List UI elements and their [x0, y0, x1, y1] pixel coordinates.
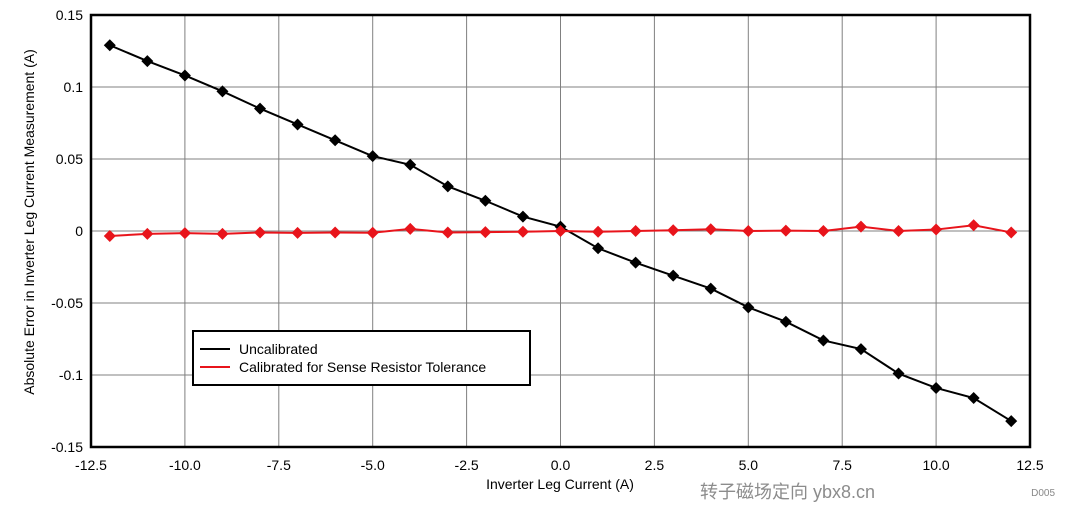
- x-tick-label: 7.5: [832, 457, 852, 473]
- legend-label-calibrated: Calibrated for Sense Resistor Tolerance: [239, 359, 486, 375]
- y-tick-label: 0: [75, 223, 83, 239]
- watermark: 转子磁场定向 ybx8.cn: [700, 482, 875, 502]
- data-point: [404, 222, 417, 235]
- x-tick-label: -7.5: [267, 457, 291, 473]
- legend-label-uncalibrated: Uncalibrated: [239, 341, 318, 357]
- x-tick-label: 12.5: [1016, 457, 1043, 473]
- data-point: [141, 227, 154, 240]
- x-tick-label: -2.5: [455, 457, 479, 473]
- y-tick-label: 0.05: [56, 151, 83, 167]
- x-tick-label: 0.0: [551, 457, 571, 473]
- data-point: [404, 158, 417, 171]
- data-point: [667, 224, 680, 237]
- data-point: [329, 226, 342, 239]
- data-point: [629, 256, 642, 269]
- data-point: [930, 381, 943, 394]
- data-point: [930, 223, 943, 236]
- data-point: [704, 223, 717, 236]
- data-point: [704, 282, 717, 295]
- data-point: [366, 226, 379, 239]
- data-point: [779, 315, 792, 328]
- data-point: [178, 227, 191, 240]
- data-point: [817, 334, 830, 347]
- series-calibrated: [103, 219, 1018, 243]
- data-point: [516, 225, 529, 238]
- data-point: [216, 85, 229, 98]
- data-point: [817, 225, 830, 237]
- x-tick-label: 2.5: [645, 457, 665, 473]
- data-point: [516, 210, 529, 223]
- x-tick-label: -12.5: [75, 457, 107, 473]
- data-point: [629, 225, 642, 237]
- data-point: [141, 55, 154, 68]
- data-point: [742, 225, 755, 237]
- data-point: [554, 225, 567, 237]
- y-axis-label: Absolute Error in Inverter Leg Current M…: [21, 49, 37, 394]
- x-tick-label: -10.0: [169, 457, 201, 473]
- data-point: [967, 392, 980, 405]
- data-point: [291, 118, 304, 131]
- data-point: [854, 343, 867, 356]
- legend: Uncalibrated Calibrated for Sense Resist…: [192, 330, 531, 386]
- series-uncalibrated: [103, 39, 1018, 428]
- y-tick-label: -0.15: [51, 439, 83, 455]
- data-point: [1005, 415, 1018, 428]
- data-point: [479, 226, 492, 239]
- data-point: [667, 269, 680, 282]
- data-point: [103, 230, 116, 243]
- y-tick-label: -0.1: [59, 367, 83, 383]
- data-point: [967, 219, 980, 232]
- x-tick-label: 10.0: [922, 457, 949, 473]
- legend-box: [192, 330, 531, 386]
- data-point: [441, 180, 454, 193]
- y-tick-labels: 0.15 0.1 0.05 0 -0.05 -0.1 -0.15: [51, 7, 83, 455]
- data-point: [291, 226, 304, 239]
- data-point: [366, 150, 379, 163]
- data-point: [216, 227, 229, 240]
- data-point: [254, 102, 267, 115]
- y-tick-label: 0.1: [64, 79, 84, 95]
- x-axis-label: Inverter Leg Current (A): [486, 476, 634, 492]
- y-tick-label: 0.15: [56, 7, 83, 23]
- data-point: [1005, 226, 1018, 239]
- data-point: [892, 225, 905, 237]
- data-point: [329, 134, 342, 147]
- data-point: [742, 301, 755, 314]
- y-tick-label: -0.05: [51, 295, 83, 311]
- x-tick-label: -5.0: [361, 457, 385, 473]
- figure-id: D005: [1031, 488, 1055, 499]
- data-point: [592, 225, 605, 238]
- data-point: [592, 242, 605, 255]
- data-point: [854, 220, 867, 233]
- data-point: [479, 194, 492, 207]
- plot-frame: [89, 13, 1032, 449]
- data-point: [103, 39, 116, 52]
- data-point: [441, 226, 454, 239]
- data-point: [779, 224, 792, 237]
- data-point: [178, 69, 191, 82]
- x-tick-labels: -12.5 -10.0 -7.5 -5.0 -2.5 0.0 2.5 5.0 7.5 10.0 12…: [75, 457, 1044, 473]
- data-point: [254, 226, 267, 239]
- data-point: [892, 367, 905, 380]
- series-layer: [103, 39, 1018, 428]
- x-tick-label: 5.0: [739, 457, 759, 473]
